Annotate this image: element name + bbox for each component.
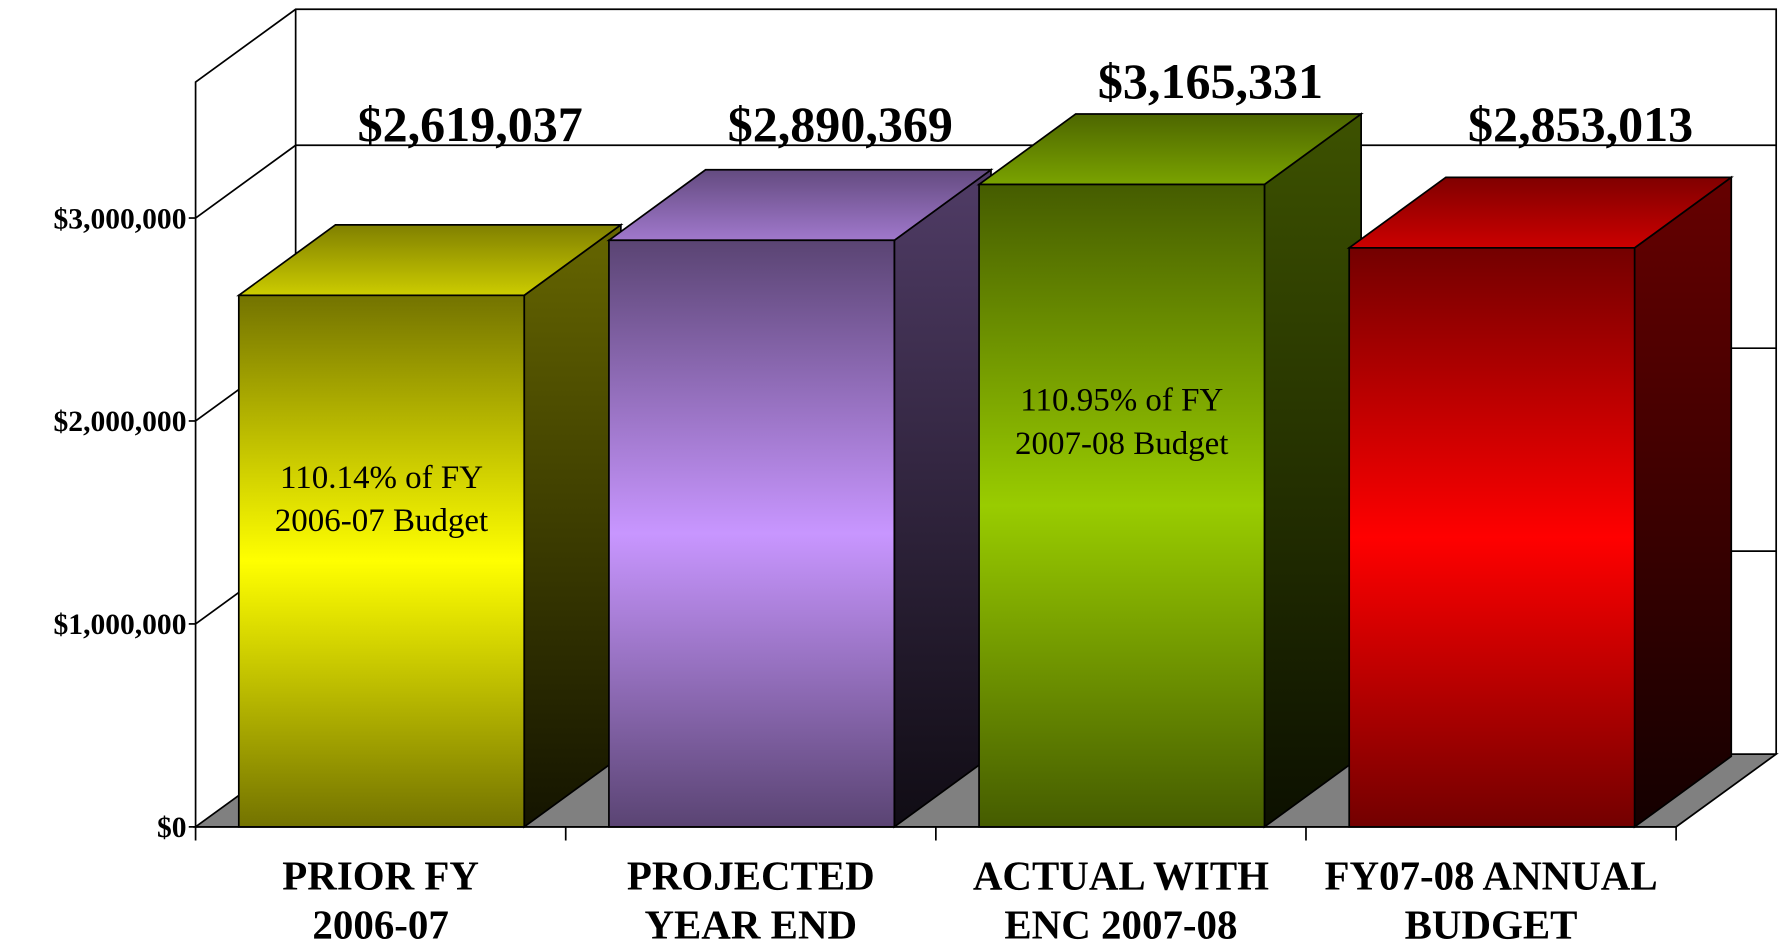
bar-side <box>1633 175 1733 829</box>
annotation: 110.14% of FY 2006-07 Budget <box>274 459 489 539</box>
value-label: $2,853,013 <box>1468 96 1693 152</box>
y-tick-label: $2,000,000 <box>54 406 187 438</box>
bar-side <box>1263 112 1362 829</box>
bar <box>608 239 896 828</box>
value-label: $2,890,369 <box>728 96 953 152</box>
x-tick-label-box: FY07-08 ANNUAL BUDGET <box>1324 853 1658 948</box>
x-tick-label: PROJECTED YEAR END <box>626 853 875 948</box>
x-tick-label: ACTUAL WITH ENC 2007-08 <box>972 853 1269 948</box>
bar-side <box>523 223 622 829</box>
bar <box>237 294 526 828</box>
annotation: 110.95% of FY 2007-08 Budget <box>1015 382 1229 462</box>
annotation-box: 110.95% of FY 2007-08 Budget <box>1015 382 1229 462</box>
bar-side <box>893 168 992 829</box>
value-label: $2,619,037 <box>358 96 583 152</box>
x-tick-label-box: ACTUAL WITH ENC 2007-08 <box>972 853 1269 948</box>
x-tick-label: FY07-08 ANNUAL BUDGET <box>1324 853 1658 948</box>
y-tick-label: $3,000,000 <box>54 203 187 235</box>
y-tick-label: $1,000,000 <box>54 609 187 641</box>
y-tick-label: $0 <box>157 812 187 844</box>
value-label: $3,165,331 <box>1098 53 1323 109</box>
annotation-box: 110.14% of FY 2006-07 Budget <box>274 459 489 539</box>
bar <box>978 183 1266 828</box>
x-tick-label-box: PROJECTED YEAR END <box>626 853 875 948</box>
x-tick-label: PRIOR FY 2006-07 <box>282 853 480 948</box>
x-tick-label-box: PRIOR FY 2006-07 <box>282 853 480 948</box>
bar <box>1348 247 1636 828</box>
